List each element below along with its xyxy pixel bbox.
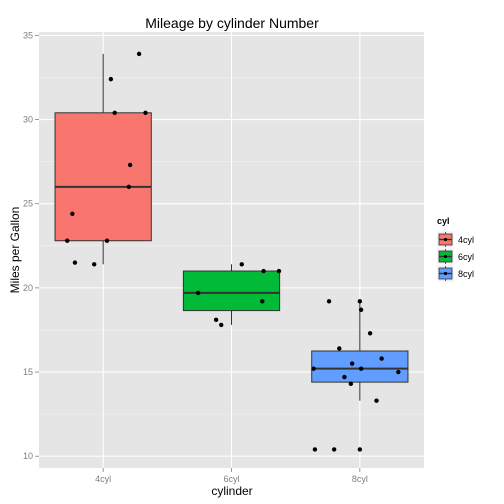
box-8cyl xyxy=(311,350,409,383)
data-point xyxy=(112,110,117,116)
data-point xyxy=(337,346,342,351)
point-layer xyxy=(65,51,401,452)
data-point xyxy=(358,307,364,312)
data-point xyxy=(348,381,354,387)
data-point xyxy=(104,238,110,243)
legend-key-point xyxy=(443,254,448,259)
data-point xyxy=(331,447,337,452)
data-point xyxy=(326,299,332,304)
data-point xyxy=(91,262,97,267)
data-point xyxy=(213,317,219,323)
data-point xyxy=(357,299,363,304)
data-point xyxy=(143,110,148,116)
legend-key-point xyxy=(443,237,448,242)
data-point xyxy=(261,268,266,274)
data-point xyxy=(311,366,316,371)
box-6cyl xyxy=(182,270,281,312)
chart-title: Mileage by cylinder Number xyxy=(145,15,319,31)
y-tick-label: 30 xyxy=(23,115,33,125)
y-tick-label: 15 xyxy=(23,367,33,377)
data-point xyxy=(276,268,282,274)
y-axis-title: Miles per Gallon xyxy=(8,207,22,294)
data-point xyxy=(312,447,318,452)
y-tick-label: 35 xyxy=(23,30,33,40)
x-tick-label: 4cyl xyxy=(95,474,111,484)
data-point xyxy=(136,51,142,57)
legend-title: cyl xyxy=(437,216,450,226)
data-point xyxy=(127,162,133,168)
data-point xyxy=(379,356,384,361)
data-point xyxy=(342,374,347,380)
data-point xyxy=(260,299,265,304)
y-tick-label: 10 xyxy=(23,451,33,461)
legend-label-4cyl: 4cyl xyxy=(458,235,474,245)
legend-label-8cyl: 8cyl xyxy=(458,269,474,279)
data-point xyxy=(72,260,78,265)
legend-key-point xyxy=(443,271,448,276)
x-tick-label: 6cyl xyxy=(223,474,239,484)
x-tick-label: 8cyl xyxy=(352,474,368,484)
data-point xyxy=(358,366,364,371)
y-tick-label: 25 xyxy=(23,199,33,209)
data-point xyxy=(195,290,201,296)
legend-label-6cyl: 6cyl xyxy=(458,252,474,262)
data-point xyxy=(349,361,355,366)
y-tick-label: 20 xyxy=(23,283,33,293)
x-axis-title: cylinder xyxy=(211,484,252,498)
box-layer xyxy=(54,53,409,401)
data-point xyxy=(367,331,373,336)
legend: cyl 4cyl 6cyl 8cyl xyxy=(436,216,474,283)
data-point xyxy=(239,262,244,267)
data-point xyxy=(396,369,401,375)
axis-ticks: 10 15 20 25 30 35 4cyl 6cyl 8cyl xyxy=(23,30,368,484)
data-point xyxy=(357,447,363,452)
data-point xyxy=(126,184,132,190)
data-point xyxy=(108,76,114,82)
data-point xyxy=(70,211,75,217)
data-point xyxy=(219,322,224,328)
data-point xyxy=(65,238,70,243)
box-4cyl xyxy=(54,112,152,242)
data-point xyxy=(374,398,379,403)
